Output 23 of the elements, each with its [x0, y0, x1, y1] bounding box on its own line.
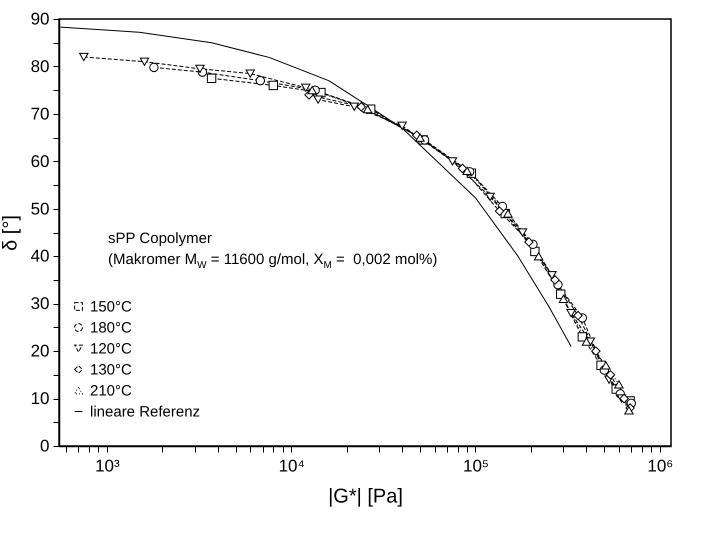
y-tick-label: 10	[30, 389, 50, 408]
legend-title: sPP Copolymer (Makromer M$_{W}$ = 11600 g/mol, X$_{M}$ = 0,002 mol%)	[108, 229, 438, 273]
y-tick-label: 0	[40, 436, 50, 456]
legend-label: 210°C	[90, 382, 132, 400]
x-axis-title: |G*| [Pa]	[328, 486, 403, 508]
y-tick-label: 80	[30, 56, 50, 76]
y-axis-title: δ [°]	[0, 215, 22, 251]
legend-label: 150°C	[90, 298, 132, 316]
y-tick-label: 20	[30, 342, 50, 361]
x-tick-label: 10³	[95, 456, 120, 476]
x-tick-label: 10⁶	[647, 456, 674, 476]
legend-label: lineare Referenz	[90, 404, 200, 420]
y-tick-label: 50	[30, 199, 50, 218]
y-tick-label: 90	[30, 10, 50, 28]
legend-label: 130°C	[90, 362, 132, 378]
legend-label: 120°C	[90, 340, 132, 358]
x-tick-label: 10⁵	[463, 456, 489, 476]
y-tick-label: 60	[30, 152, 50, 171]
y-tick-label: 30	[30, 294, 50, 314]
y-tick-label: 70	[30, 104, 50, 124]
x-tick-label: 10⁴	[278, 456, 305, 476]
legend-label: 180°C	[90, 320, 132, 336]
y-tick-label: 40	[30, 246, 50, 266]
